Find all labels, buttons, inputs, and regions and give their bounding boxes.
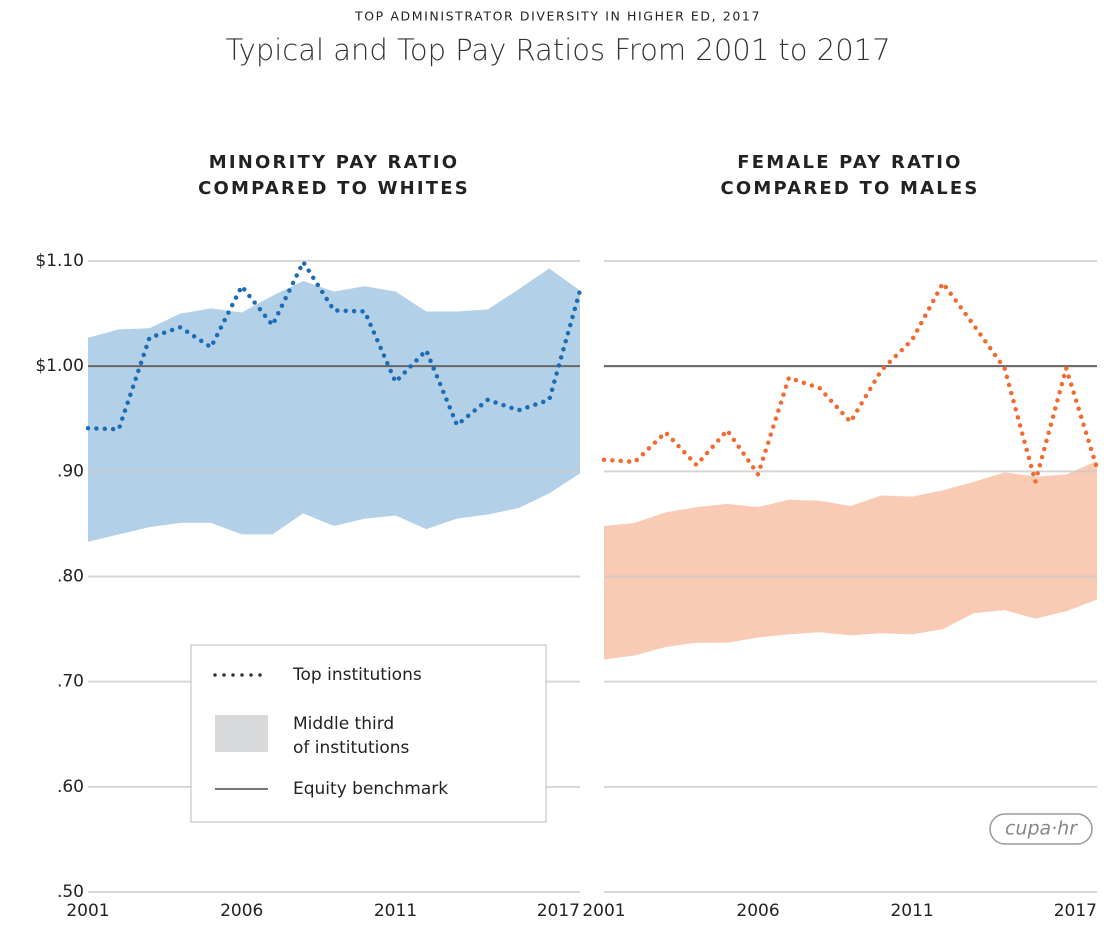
logo-frame (989, 813, 1093, 845)
logo: cupa·hr (989, 813, 1093, 845)
x-tick-label: 2006 (220, 901, 263, 921)
legend-label: Equity benchmark (293, 779, 448, 799)
legend-label: of institutions (293, 738, 410, 758)
y-tick-label: .90 (57, 461, 84, 481)
y-tick-label: $1.00 (35, 356, 84, 376)
x-tick-label: 2011 (890, 901, 933, 921)
x-tick-label: 2001 (582, 901, 625, 921)
y-tick-label: .80 (57, 567, 84, 587)
x-tick-label: 2011 (374, 901, 417, 921)
legend-label: Top institutions (292, 665, 422, 685)
panel-title: FEMALE PAY RATIO (737, 152, 962, 173)
y-tick-label: $1.10 (35, 251, 84, 271)
x-tick-label: 2017 (1054, 901, 1097, 921)
top-line (85, 257, 583, 432)
x-tick-label: 2006 (736, 901, 779, 921)
panel-title: COMPARED TO WHITES (198, 178, 470, 199)
panel-title: MINORITY PAY RATIO (209, 152, 459, 173)
band (88, 268, 580, 542)
y-tick-label: .70 (57, 672, 84, 692)
title: Typical and Top Pay Ratios From 2001 to … (225, 33, 890, 67)
legend: Top institutions Middle third of institu… (190, 644, 547, 823)
legend-swatch (215, 715, 268, 752)
panel-title: COMPARED TO MALES (720, 178, 979, 199)
top-line (601, 278, 1100, 491)
y-tick-label: .60 (57, 777, 84, 797)
x-tick-label: 2017 (537, 901, 580, 921)
band (604, 460, 1097, 660)
legend-label: Middle third (293, 714, 394, 734)
x-tick-label: 2001 (66, 901, 109, 921)
y-tick-label: .50 (57, 882, 84, 902)
logo-text: cupa·hr (1005, 818, 1078, 840)
kicker: TOP ADMINISTRATOR DIVERSITY IN HIGHER ED… (354, 9, 761, 24)
